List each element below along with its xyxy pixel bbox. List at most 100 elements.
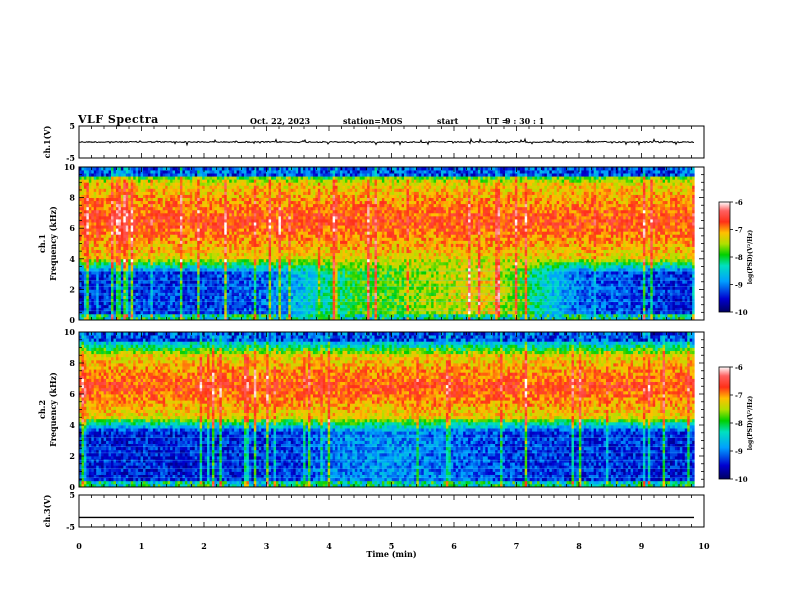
spectrogram-cell [99,302,102,305]
spectrogram-cell [141,259,144,262]
spectrogram-cell [138,240,141,243]
spectrogram-cell [106,213,109,216]
spectrogram-cell [158,271,161,274]
spectrogram-cell [165,250,168,253]
spectrogram-cell [131,182,134,185]
spectrogram-cell [101,185,104,188]
spectrogram-cell [160,213,163,216]
spectrogram-cell [128,250,131,253]
spectrogram-cell [160,222,163,225]
spectrogram-cell [94,314,97,317]
spectrogram-cell [101,222,104,225]
spectrogram-cell [118,228,121,231]
spectrogram-cell [138,198,141,201]
spectrogram-cell [163,179,166,182]
spectrogram-cell [101,213,104,216]
spectrogram-cell [187,207,190,210]
spectrogram-cell [153,314,156,317]
spectrogram-cell [86,256,89,259]
spectrogram-cell [150,191,153,194]
spectrogram-cell [106,234,109,237]
spectrogram-cell [168,253,171,256]
spectrogram-cell [180,296,183,299]
spectrogram-cell [123,234,126,237]
spectrogram-cell [131,274,134,277]
spectrogram-cell [141,305,144,308]
spectrogram-cell [185,191,188,194]
spectrogram-cell [106,265,109,268]
spectrogram-cell [168,314,171,317]
spectrogram-cell [104,314,107,317]
spectrogram-cell [141,173,144,176]
spectrogram-cell [116,314,119,317]
spectrogram-cell [143,225,146,228]
spectrogram-cell [192,191,195,194]
spectrogram-cell [150,237,153,240]
spectrogram-cell [195,311,198,314]
spectrogram-cell [190,250,193,253]
spectrogram-cell [86,219,89,222]
spectrogram-cell [195,240,198,243]
spectrogram-cell [168,311,171,314]
spectrogram-cell [155,179,158,182]
spectrogram-cell [165,234,168,237]
spectrogram-cell [141,225,144,228]
spectrogram-cell [145,185,148,188]
spectrogram-cell [81,216,84,219]
spectrogram-cell [163,191,166,194]
spectrogram-cell [180,216,183,219]
spectrogram-cell [96,247,99,250]
spectrogram-cell [168,167,171,170]
spectrogram-cell [192,176,195,179]
spectrogram-cell [104,311,107,314]
spectrogram-cell [121,305,124,308]
spectrogram-cell [180,201,183,204]
spectrogram-cell [126,296,129,299]
spectrogram-cell [94,222,97,225]
spectrogram-cell [180,213,183,216]
spectrogram-cell [168,207,171,210]
spectrogram-cell [111,237,114,240]
spectrogram-cell [104,280,107,283]
spectrogram-cell [101,237,104,240]
spectrogram-cell [180,289,183,292]
spectrogram-cell [91,271,94,274]
spectrogram-cell [143,314,146,317]
spectrogram-cell [150,185,153,188]
spectrogram-cell [104,201,107,204]
spectrogram-cell [94,286,97,289]
spectrogram-cell [185,296,188,299]
spectrogram-cell [182,296,185,299]
spectrogram-cell [148,225,151,228]
spectrogram-cell [170,280,173,283]
spectrogram-cell [182,234,185,237]
spectrogram-cell [182,219,185,222]
spectrogram-cell [121,250,124,253]
spectrogram-cell [143,274,146,277]
spectrogram-cell [123,274,126,277]
spectrogram-cell [158,188,161,191]
spectrogram-cell [96,185,99,188]
spectrogram-cell [173,176,176,179]
spectrogram-cell [190,247,193,250]
spectrogram-cell [133,213,136,216]
spectrogram-cell [99,191,102,194]
spectrogram-cell [192,314,195,317]
spectrogram-cell [153,222,156,225]
spectrogram-cell [143,311,146,314]
spectrogram-cell [104,207,107,210]
spectrogram-cell [145,219,148,222]
spectrogram-cell [128,198,131,201]
spectrogram-cell [150,256,153,259]
spectrogram-cell [163,296,166,299]
spectrogram-cell [94,204,97,207]
spectrogram-cell [131,234,134,237]
spectrogram-cell [141,182,144,185]
spectrogram-cell [143,182,146,185]
spectrogram-cell [150,167,153,170]
spectrogram-cell [148,289,151,292]
spectrogram-cell [101,280,104,283]
spectrogram-cell [136,182,139,185]
spectrogram-cell [143,253,146,256]
spectrogram-cell [136,234,139,237]
